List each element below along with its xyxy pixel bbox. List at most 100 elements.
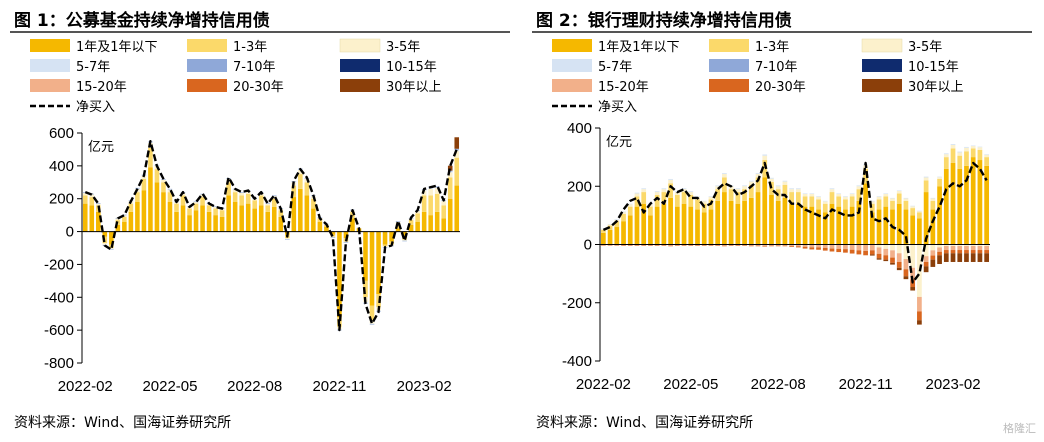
bar-segment: [428, 195, 433, 216]
legend-swatch: [187, 59, 227, 72]
y-tick-label: -200: [44, 256, 74, 273]
bar-segment: [943, 244, 949, 246]
bar-segment: [836, 193, 842, 194]
bar-segment: [782, 197, 788, 245]
bar-segment: [167, 188, 173, 190]
legend-swatch: [709, 59, 749, 72]
bar-segment: [174, 211, 179, 232]
bar-segment: [950, 250, 956, 254]
bar-segment: [849, 193, 855, 197]
legend-swatch: [187, 79, 227, 92]
bar-segment: [957, 151, 963, 153]
bar-segment: [232, 202, 238, 232]
bar-segment: [434, 211, 440, 232]
bar-segment: [836, 206, 842, 245]
bar-segment: [930, 244, 936, 251]
bar-segment: [661, 203, 667, 245]
bar-segment: [943, 153, 949, 155]
bar-segment: [836, 244, 842, 249]
bar-segment: [910, 267, 916, 280]
bar-segment: [869, 201, 875, 204]
bar-segment: [135, 202, 140, 232]
bar-segment: [363, 280, 368, 298]
legend-swatch: [552, 59, 592, 72]
bar-segment: [748, 245, 754, 247]
bar-segment: [950, 245, 956, 251]
y-tick-label: 400: [567, 120, 592, 137]
title-rule: [10, 31, 510, 33]
bar-segment: [923, 192, 929, 245]
bar-segment: [816, 196, 821, 197]
bar-segment: [748, 180, 754, 182]
bar-segment: [890, 198, 895, 201]
bar-segment: [984, 154, 989, 158]
x-tick-label: 2022-05: [663, 376, 718, 393]
bar-segment: [930, 200, 936, 210]
bar-segment: [681, 189, 687, 193]
bar-segment: [701, 245, 707, 246]
bar-segment: [232, 189, 238, 193]
bar-segment: [977, 160, 983, 245]
bar-segment: [648, 206, 653, 216]
bar-segment: [193, 203, 199, 211]
legend-swatch: [552, 79, 592, 92]
bar-segment: [715, 200, 721, 245]
bar-segment: [896, 203, 902, 245]
bar-segment: [762, 245, 768, 247]
bar-segment: [769, 194, 774, 245]
bar-segment: [984, 250, 989, 254]
bar-segment: [271, 196, 277, 199]
bar-segment: [681, 188, 687, 190]
bar-segment: [876, 209, 882, 245]
bar-segment: [917, 210, 922, 212]
bar-segment: [903, 276, 909, 280]
bar-segment: [748, 184, 754, 198]
bar-segment: [285, 239, 290, 240]
x-tick-label: 2022-05: [142, 378, 197, 395]
bar-segment: [977, 245, 983, 251]
bar-segment: [454, 157, 460, 186]
bar-segment: [187, 215, 192, 232]
bar-segment: [213, 208, 218, 216]
bar-segment: [755, 192, 761, 245]
bar-segment: [695, 199, 700, 210]
bar-segment: [964, 147, 969, 152]
bar-segment: [343, 242, 349, 243]
bar-segment: [441, 218, 446, 232]
bar-segment: [239, 192, 244, 193]
bar-segment: [674, 192, 680, 195]
bar-segment: [161, 179, 166, 183]
bar-segment: [856, 185, 862, 187]
bar-segment: [782, 180, 788, 182]
bar-segment: [621, 213, 626, 222]
bar-segment: [226, 195, 231, 232]
bar-segment: [122, 214, 127, 216]
bar-segment: [213, 206, 218, 209]
legend-label: 1-3年: [233, 40, 267, 55]
y-unit-label: 亿元: [606, 135, 632, 150]
bar-segment: [291, 185, 297, 198]
bar-segment: [822, 247, 828, 251]
bar-segment: [789, 188, 794, 190]
bar-segment: [298, 174, 303, 189]
bar-segment: [836, 248, 842, 253]
bar-segment: [903, 197, 909, 199]
bar-segment: [789, 192, 794, 204]
bar-segment: [695, 245, 700, 246]
bar-segment: [755, 174, 761, 178]
bar-segment: [601, 245, 606, 246]
bar-segment: [82, 203, 88, 232]
bar-segment: [627, 245, 633, 246]
bar-segment: [775, 186, 781, 190]
bar-segment: [957, 155, 963, 169]
legend-swatch: [340, 59, 380, 72]
bar-segment: [937, 247, 942, 252]
bar-segment: [271, 195, 277, 197]
bar-segment: [141, 190, 147, 232]
bar-segment: [796, 188, 801, 190]
bar-segment: [135, 187, 140, 189]
legend-label: 1年及1年以下: [598, 40, 680, 55]
bar-segment: [970, 250, 976, 254]
chart-svg-1: 1年及1年以下 1-3年 3-5年 5-7年 7-10年 10-15年 15-20年 20-3…: [30, 38, 460, 395]
bar-segment: [755, 244, 761, 246]
